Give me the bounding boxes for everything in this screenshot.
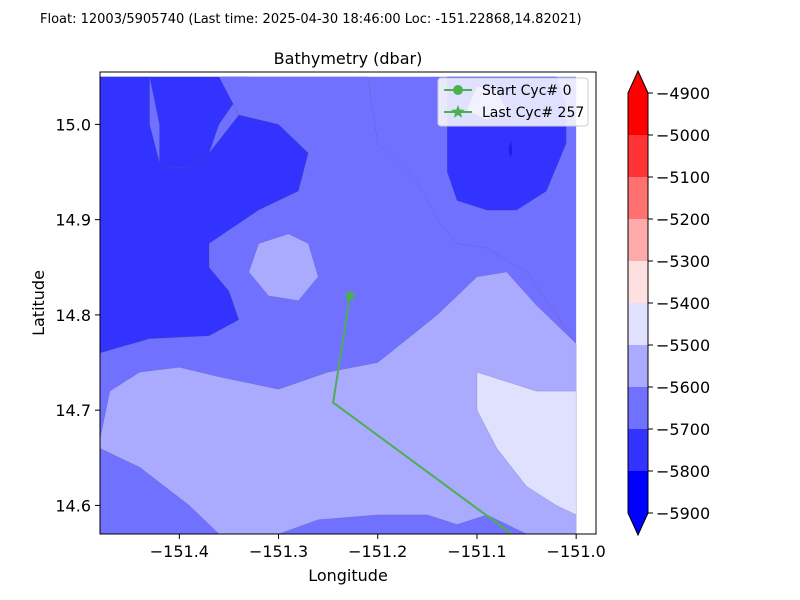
colorbar-tick-label: −5500 xyxy=(656,336,710,355)
colorbar-segment xyxy=(628,471,648,514)
x-tick-label: −151.2 xyxy=(348,542,407,561)
colorbar: −4900 −5000 −5100 −5200 −5300 −5400 −5500 −5600… xyxy=(627,69,710,537)
y-tick-label: 14.8 xyxy=(55,306,91,325)
colorbar-tick-label: −5600 xyxy=(656,378,710,397)
x-tick-label: −151.3 xyxy=(249,542,308,561)
colorbar-tick-label: −5000 xyxy=(656,126,710,145)
contour-region-8 xyxy=(278,514,527,534)
y-axis: 14.6 14.7 14.8 14.9 15.0 xyxy=(55,115,100,515)
colorbar-extend-under xyxy=(628,513,648,535)
y-tick-label: 14.7 xyxy=(55,401,91,420)
colorbar-segment xyxy=(628,219,648,262)
legend: Start Cyc# 0 Last Cyc# 257 xyxy=(437,77,589,127)
colorbar-tick-label: −4900 xyxy=(656,84,710,103)
suptitle: Float: 12003/5905740 (Last time: 2025-04… xyxy=(40,12,582,27)
legend-marker-last xyxy=(451,105,465,118)
trajectory-line xyxy=(332,295,513,534)
colorbar-segment xyxy=(628,429,648,472)
contour-region-4 xyxy=(100,271,577,534)
colorbar-tick-label: −5700 xyxy=(656,420,710,439)
x-tick-label: −151.1 xyxy=(447,542,506,561)
colorbar-segment xyxy=(628,93,648,136)
colorbar-segment xyxy=(628,177,648,220)
legend-box xyxy=(437,77,589,127)
colorbar-segment xyxy=(628,387,648,430)
colorbar-segment xyxy=(628,261,648,304)
x-axis-label: Longitude xyxy=(308,566,388,585)
contour-region-9 xyxy=(476,371,577,516)
legend-label-start: Start Cyc# 0 xyxy=(482,83,572,99)
legend-marker-start xyxy=(453,85,463,95)
colorbar-segment xyxy=(628,135,648,178)
trajectory-last-marker xyxy=(343,288,357,302)
y-tick-label: 15.0 xyxy=(55,115,91,134)
colorbar-tick-label: −5900 xyxy=(656,504,710,523)
x-axis: −151.4 −151.3 −151.2 −151.1 −151.0 xyxy=(150,534,606,561)
colorbar-tick-label: −5200 xyxy=(656,210,710,229)
chart-title: Bathymetry (dbar) xyxy=(274,49,423,68)
y-axis-label: Latitude xyxy=(29,270,48,336)
colorbar-tick-label: −5100 xyxy=(656,168,710,187)
colorbar-extend-over xyxy=(628,71,648,93)
colorbar-tick-label: −5800 xyxy=(656,462,710,481)
contour-region-5 xyxy=(248,233,319,301)
colorbar-segment xyxy=(628,345,648,388)
plot-area xyxy=(99,71,597,535)
legend-label-last: Last Cyc# 257 xyxy=(482,105,584,121)
contour-region-7 xyxy=(100,448,220,534)
x-tick-label: −151.4 xyxy=(150,542,209,561)
colorbar-segment xyxy=(628,303,648,346)
y-tick-label: 14.6 xyxy=(55,496,91,515)
trajectory-layer xyxy=(332,288,513,534)
x-tick-label: −151.0 xyxy=(547,542,606,561)
y-tick-label: 14.9 xyxy=(55,211,91,230)
contour-layer xyxy=(100,76,577,534)
contour-regions xyxy=(100,76,577,534)
contour-region-10 xyxy=(508,138,513,159)
plot-frame xyxy=(99,71,597,535)
colorbar-tick-label: −5300 xyxy=(656,252,710,271)
colorbar-tick-label: −5400 xyxy=(656,294,710,313)
